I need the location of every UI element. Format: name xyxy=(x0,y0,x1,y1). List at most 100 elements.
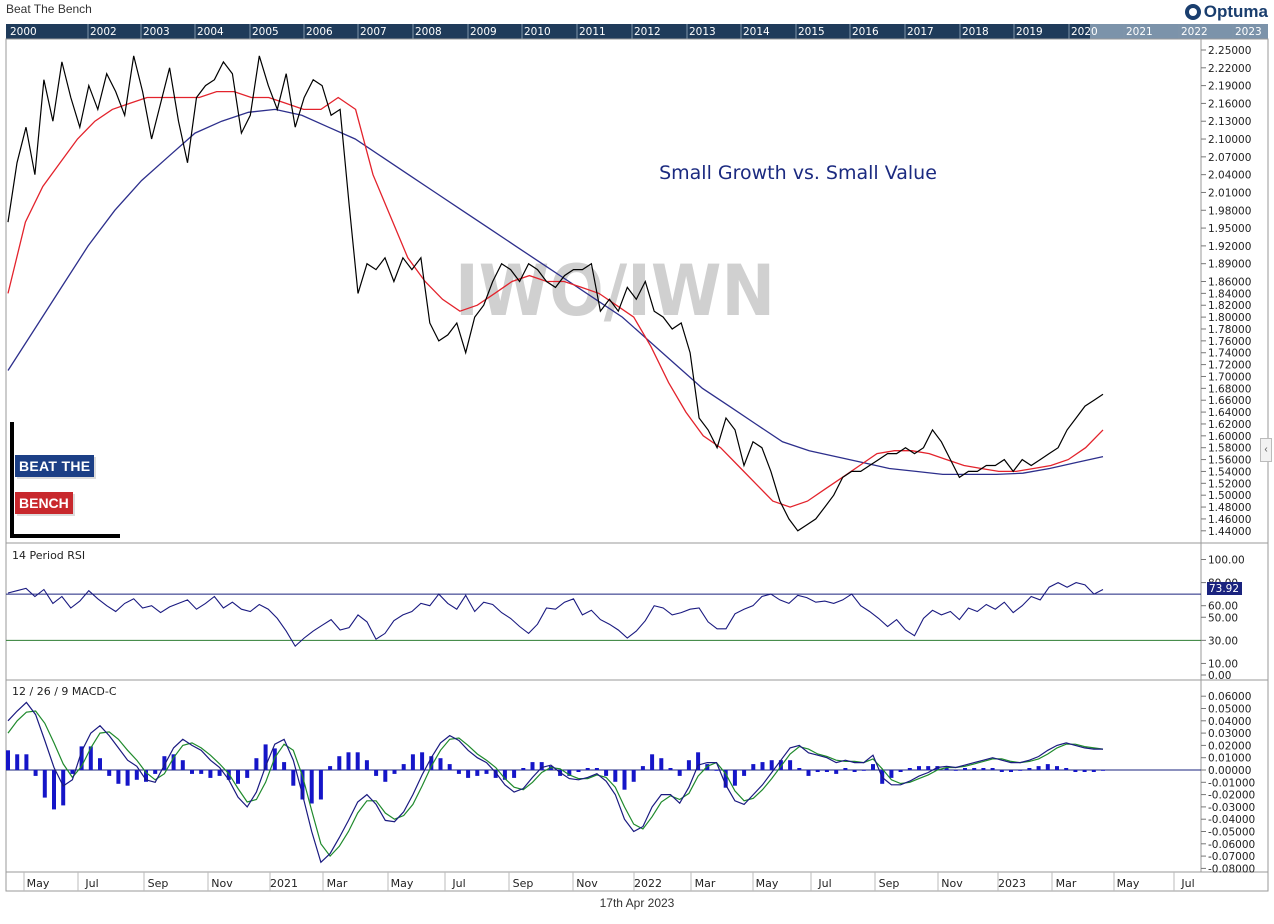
navigator-year-2013: 2013 xyxy=(689,26,716,38)
macd-histogram-bar xyxy=(871,764,875,770)
macd-histogram-bar xyxy=(512,770,517,778)
x-tick-label: May xyxy=(391,877,414,890)
macd-histogram-bar xyxy=(1055,766,1059,770)
macd-histogram-bar xyxy=(79,746,84,770)
macd-histogram-bar xyxy=(410,754,415,770)
price-tick-label: 1.82000 xyxy=(1208,300,1251,312)
macd-histogram-bar xyxy=(760,762,765,770)
macd-histogram-bar xyxy=(493,770,498,778)
price-tick-label: 1.86000 xyxy=(1208,276,1251,288)
rsi-tick-label: 60.00 xyxy=(1208,601,1238,613)
macd-histogram-bar xyxy=(88,746,93,770)
x-tick-label: Jul xyxy=(84,877,98,890)
navigator-year-2008: 2008 xyxy=(415,26,442,38)
price-tick-label: 1.50000 xyxy=(1208,490,1251,502)
price-tick-label: 2.25000 xyxy=(1208,45,1251,57)
navigator-year-2003: 2003 xyxy=(143,26,170,38)
macd-histogram-bar xyxy=(613,770,618,782)
macd-histogram-bar xyxy=(907,768,912,770)
navigator-year-2019: 2019 xyxy=(1016,26,1043,38)
navigator-year-2005: 2005 xyxy=(252,26,279,38)
logo-line2: BENCH xyxy=(15,492,73,514)
macd-histogram-bar xyxy=(1073,770,1078,772)
macd-histogram-bar xyxy=(1018,770,1023,771)
price-tick-label: 1.68000 xyxy=(1208,383,1251,395)
macd-histogram-bar xyxy=(429,756,434,770)
macd-panel xyxy=(6,701,1201,864)
rsi-panel xyxy=(6,581,1201,647)
price-tick-label: 2.10000 xyxy=(1208,134,1251,146)
navigator-year-2011: 2011 xyxy=(579,26,606,38)
macd-signal-line xyxy=(7,710,1104,858)
macd-tick-label: -0.05000 xyxy=(1208,827,1255,839)
macd-histogram-bar xyxy=(696,752,701,770)
price-panel xyxy=(7,55,1104,532)
macd-histogram-bar xyxy=(328,766,333,770)
macd-histogram-bar xyxy=(999,770,1004,772)
macd-histogram-bar xyxy=(594,768,599,770)
logo-line1: BEAT THE xyxy=(15,455,95,477)
time-navigator[interactable] xyxy=(6,24,1268,39)
macd-tick-label: -0.06000 xyxy=(1208,839,1255,851)
rsi-last-value-flag xyxy=(1207,582,1242,595)
price-tick-label: 2.07000 xyxy=(1208,152,1251,164)
price-tick-label: 1.60000 xyxy=(1208,431,1251,443)
macd-histogram-bar xyxy=(585,768,590,770)
chart-date: 17th Apr 2023 xyxy=(599,896,675,910)
macd-histogram-bar xyxy=(61,770,66,806)
macd-histogram-bar xyxy=(236,770,240,784)
price-tick-label: 1.64000 xyxy=(1208,407,1251,419)
macd-histogram-bar xyxy=(824,770,829,772)
macd-tick-label: 0.06000 xyxy=(1208,691,1251,703)
panel-expand-handle[interactable]: ‹ xyxy=(1260,438,1272,462)
navigator-year-2022: 2022 xyxy=(1181,26,1208,38)
macd-histogram-bar xyxy=(972,768,977,770)
macd-histogram-bar xyxy=(153,770,158,774)
macd-histogram-bar xyxy=(180,760,185,770)
macd-histogram-bar xyxy=(374,770,379,776)
optuma-logo-icon xyxy=(1184,4,1201,20)
navigator-year-2002: 2002 xyxy=(90,26,117,38)
x-tick-label: May xyxy=(756,877,779,890)
price-line xyxy=(7,55,1104,532)
macd-histogram-bar xyxy=(723,770,728,788)
macd-histogram-bar xyxy=(456,770,461,774)
navigator-year-2021: 2021 xyxy=(1126,26,1153,38)
macd-histogram-bar xyxy=(797,768,802,770)
rsi-tick-label: 50.00 xyxy=(1208,612,1238,624)
macd-histogram-bar xyxy=(732,770,737,786)
x-tick-label: Mar xyxy=(695,877,716,890)
macd-tick-label: 0.02000 xyxy=(1208,740,1251,752)
navigator-year-2000: 2000 xyxy=(10,26,37,38)
macd-panel-title: 12 / 26 / 9 MACD-C xyxy=(12,685,117,698)
macd-histogram-bar xyxy=(990,768,995,770)
macd-histogram-bar xyxy=(1064,768,1069,770)
price-tick-label: 1.56000 xyxy=(1208,455,1251,467)
navigator-year-2017: 2017 xyxy=(907,26,934,38)
rsi-tick-label: 100.00 xyxy=(1208,555,1245,567)
macd-histogram-bar xyxy=(6,750,10,770)
x-tick-label: 2022 xyxy=(634,877,662,890)
macd-histogram-bar xyxy=(521,768,526,770)
macd-line xyxy=(7,701,1103,864)
macd-histogram-bar xyxy=(668,768,673,770)
macd-histogram-bar xyxy=(15,754,20,770)
chart-watermark: IWO/IWN xyxy=(455,250,775,332)
price-tick-label: 2.13000 xyxy=(1208,116,1251,128)
macd-histogram-bar xyxy=(953,770,958,771)
macd-histogram-bar xyxy=(70,770,75,774)
price-tick-label: 1.84000 xyxy=(1208,288,1251,300)
x-tick-label: May xyxy=(27,877,50,890)
macd-histogram-bar xyxy=(889,770,894,778)
macd-histogram-bar xyxy=(190,770,194,774)
price-tick-label: 1.80000 xyxy=(1208,312,1251,324)
price-tick-label: 1.46000 xyxy=(1208,514,1251,526)
macd-tick-label: 0.04000 xyxy=(1208,716,1251,728)
macd-histogram-bar xyxy=(714,770,719,771)
macd-histogram-bar xyxy=(815,770,820,772)
price-tick-label: 1.62000 xyxy=(1208,419,1251,431)
macd-histogram-bar xyxy=(199,770,204,774)
macd-histogram-bar xyxy=(318,770,323,800)
macd-histogram-bar xyxy=(769,760,774,770)
macd-histogram-bar xyxy=(217,770,222,776)
